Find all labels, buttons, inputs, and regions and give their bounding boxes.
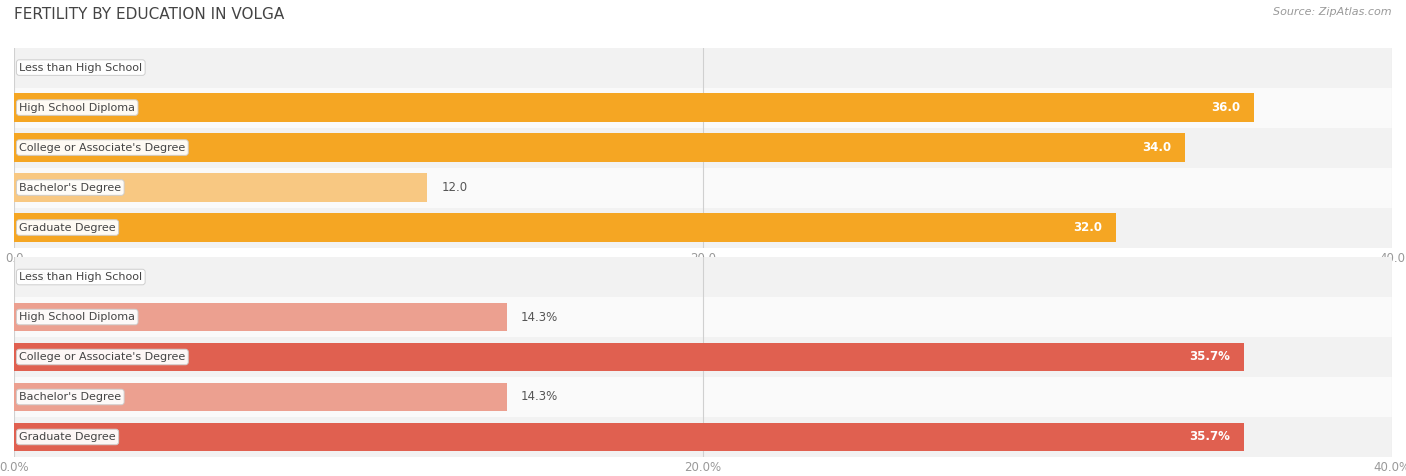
Text: Bachelor's Degree: Bachelor's Degree [20, 392, 121, 402]
Bar [14, 343, 1244, 371]
Text: 36.0: 36.0 [1211, 101, 1240, 114]
Text: High School Diploma: High School Diploma [20, 102, 135, 113]
Text: 0.0: 0.0 [28, 61, 46, 74]
Bar [14, 93, 1254, 122]
Bar [14, 173, 427, 202]
Text: Graduate Degree: Graduate Degree [20, 432, 115, 442]
Bar [14, 417, 1392, 457]
Text: 35.7%: 35.7% [1189, 350, 1230, 364]
Bar [14, 208, 1392, 248]
Bar [14, 303, 506, 331]
Bar [14, 48, 1392, 88]
Text: 14.3%: 14.3% [520, 390, 558, 404]
Bar [14, 383, 506, 411]
Text: Graduate Degree: Graduate Degree [20, 222, 115, 233]
Bar [14, 377, 1392, 417]
Bar [14, 257, 1392, 297]
Text: 35.7%: 35.7% [1189, 430, 1230, 444]
Text: 32.0: 32.0 [1074, 221, 1102, 234]
Text: 0.0%: 0.0% [28, 270, 58, 284]
Text: FERTILITY BY EDUCATION IN VOLGA: FERTILITY BY EDUCATION IN VOLGA [14, 7, 284, 22]
Text: Source: ZipAtlas.com: Source: ZipAtlas.com [1274, 7, 1392, 17]
Bar [14, 168, 1392, 208]
Text: Less than High School: Less than High School [20, 272, 142, 282]
Bar [14, 88, 1392, 128]
Text: Less than High School: Less than High School [20, 62, 142, 73]
Text: 14.3%: 14.3% [520, 310, 558, 324]
Bar [14, 133, 1185, 162]
Bar [14, 423, 1244, 451]
Text: College or Associate's Degree: College or Associate's Degree [20, 142, 186, 153]
Text: 12.0: 12.0 [441, 181, 467, 194]
Text: High School Diploma: High School Diploma [20, 312, 135, 322]
Bar [14, 213, 1116, 242]
Bar [14, 128, 1392, 168]
Text: Bachelor's Degree: Bachelor's Degree [20, 182, 121, 193]
Text: 34.0: 34.0 [1142, 141, 1171, 154]
Bar [14, 297, 1392, 337]
Bar [14, 337, 1392, 377]
Text: College or Associate's Degree: College or Associate's Degree [20, 352, 186, 362]
